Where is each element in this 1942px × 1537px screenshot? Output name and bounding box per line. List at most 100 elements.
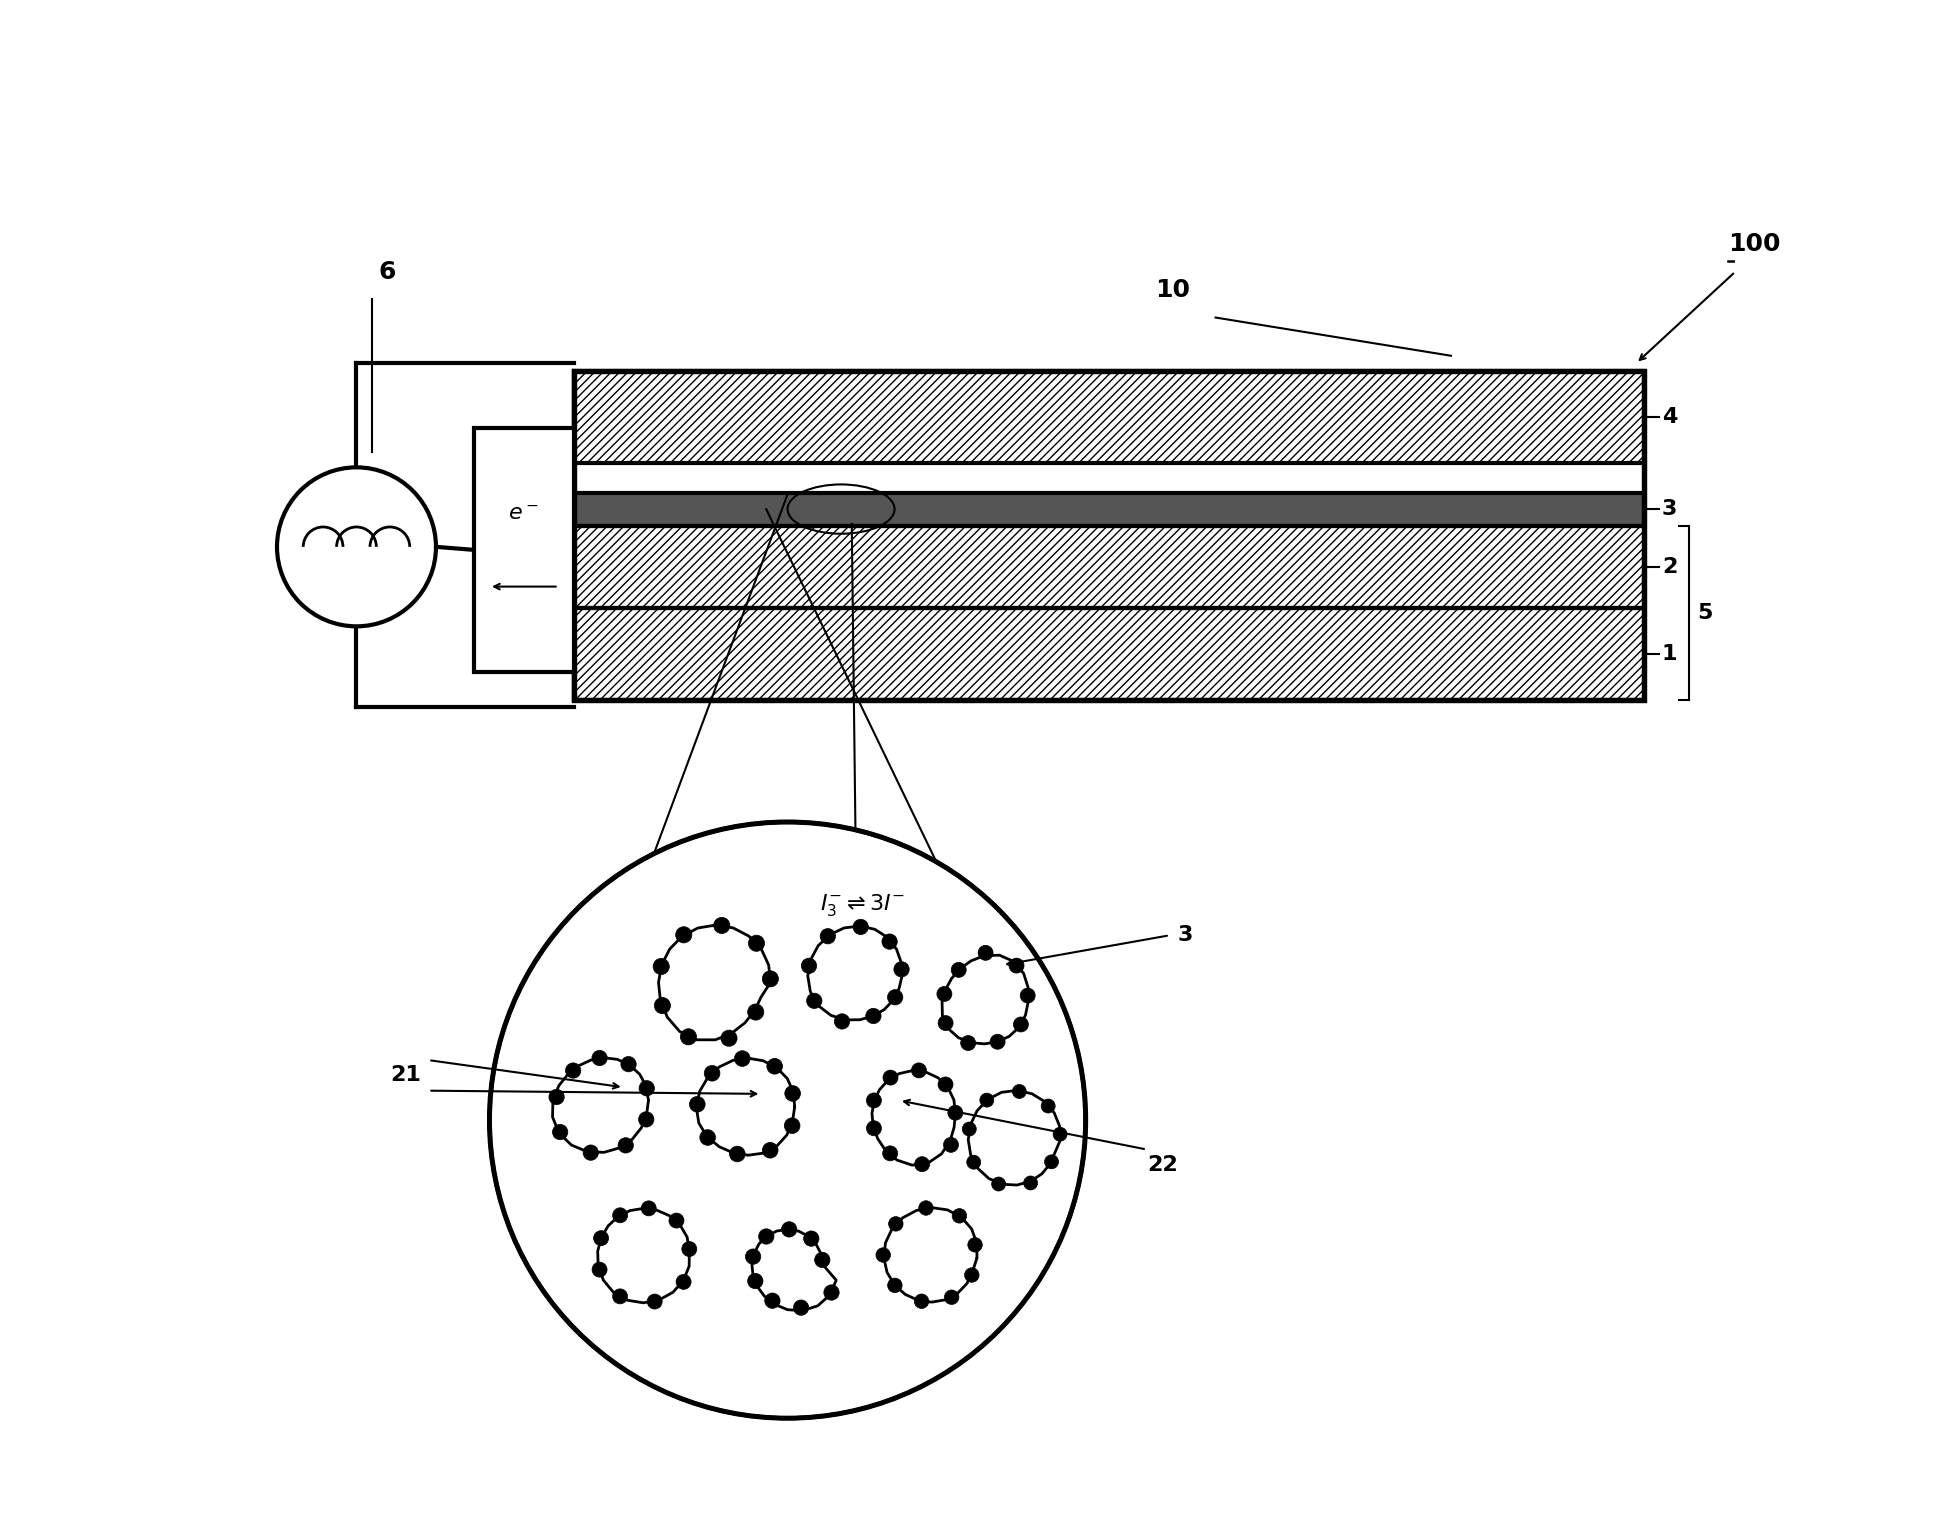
Circle shape — [639, 1111, 654, 1127]
Bar — [573, 370, 1643, 463]
Text: 21: 21 — [390, 1065, 421, 1085]
Text: 2: 2 — [1662, 556, 1678, 576]
Circle shape — [952, 1208, 967, 1223]
Text: 10: 10 — [1155, 278, 1190, 303]
Circle shape — [887, 990, 903, 1005]
Circle shape — [676, 1274, 691, 1290]
Circle shape — [612, 1290, 627, 1303]
Circle shape — [936, 987, 952, 1002]
Circle shape — [748, 1273, 763, 1288]
Circle shape — [944, 1137, 959, 1153]
Circle shape — [550, 1090, 565, 1105]
Circle shape — [689, 1096, 705, 1113]
Circle shape — [806, 993, 821, 1008]
Circle shape — [730, 1147, 746, 1162]
Circle shape — [823, 1285, 839, 1300]
Circle shape — [992, 1177, 1006, 1191]
Circle shape — [938, 1016, 954, 1031]
Bar — [573, 526, 1643, 607]
Circle shape — [682, 1242, 697, 1257]
Bar — [573, 526, 1643, 607]
Circle shape — [763, 971, 779, 987]
Circle shape — [866, 1120, 882, 1136]
Text: 4: 4 — [1662, 407, 1678, 427]
Circle shape — [967, 1237, 983, 1253]
Circle shape — [676, 927, 691, 942]
Circle shape — [887, 1279, 903, 1293]
Circle shape — [647, 1294, 662, 1310]
Circle shape — [979, 945, 992, 961]
Text: 5: 5 — [1697, 603, 1713, 622]
Circle shape — [919, 1200, 934, 1216]
Circle shape — [748, 1004, 763, 1021]
Bar — [474, 427, 573, 672]
Circle shape — [938, 1077, 954, 1091]
Circle shape — [1023, 1176, 1037, 1190]
Circle shape — [781, 1222, 796, 1237]
Circle shape — [915, 1294, 928, 1308]
Circle shape — [990, 1034, 1006, 1050]
Circle shape — [1010, 958, 1023, 973]
Circle shape — [705, 1065, 720, 1081]
Circle shape — [893, 962, 909, 978]
Circle shape — [889, 1217, 903, 1231]
Circle shape — [820, 928, 835, 944]
Circle shape — [592, 1050, 608, 1065]
Circle shape — [804, 1231, 820, 1247]
Circle shape — [489, 822, 1086, 1419]
Bar — [573, 370, 1643, 699]
Circle shape — [618, 1137, 633, 1153]
Circle shape — [1012, 1085, 1025, 1099]
Circle shape — [720, 1030, 738, 1047]
Circle shape — [814, 1253, 829, 1268]
Circle shape — [785, 1117, 800, 1133]
Circle shape — [746, 1250, 761, 1265]
Bar — [573, 493, 1643, 526]
Circle shape — [653, 959, 670, 974]
Bar — [573, 607, 1643, 699]
Circle shape — [835, 1014, 851, 1030]
Circle shape — [641, 1200, 656, 1216]
Circle shape — [866, 1008, 882, 1024]
Circle shape — [592, 1262, 608, 1277]
Circle shape — [565, 1064, 581, 1079]
Circle shape — [612, 1208, 627, 1223]
Circle shape — [884, 1147, 897, 1160]
Circle shape — [1053, 1127, 1066, 1140]
Circle shape — [1045, 1154, 1058, 1168]
Bar — [573, 370, 1643, 463]
Circle shape — [594, 1231, 608, 1245]
Circle shape — [884, 1070, 897, 1085]
Circle shape — [963, 1122, 977, 1136]
Circle shape — [767, 1059, 783, 1074]
Circle shape — [759, 1228, 775, 1243]
Circle shape — [948, 1105, 963, 1120]
Bar — [573, 493, 1643, 526]
Circle shape — [278, 467, 435, 627]
Circle shape — [952, 962, 967, 978]
Circle shape — [765, 1293, 781, 1308]
Text: 3: 3 — [1177, 925, 1192, 945]
Circle shape — [876, 1248, 891, 1262]
Bar — [573, 607, 1643, 699]
Circle shape — [944, 1290, 959, 1305]
Circle shape — [802, 958, 818, 973]
Circle shape — [915, 1157, 930, 1171]
Circle shape — [1014, 1017, 1029, 1031]
Text: 6: 6 — [379, 260, 396, 284]
Circle shape — [1020, 988, 1035, 1004]
Circle shape — [763, 1142, 779, 1157]
Circle shape — [583, 1145, 598, 1160]
Circle shape — [911, 1064, 926, 1077]
Circle shape — [639, 1081, 654, 1096]
Circle shape — [981, 1093, 994, 1107]
Text: 22: 22 — [1148, 1154, 1177, 1174]
Text: $I_3^{-} \rightleftharpoons 3I^{-}$: $I_3^{-} \rightleftharpoons 3I^{-}$ — [820, 893, 905, 919]
Circle shape — [794, 1300, 808, 1316]
Text: 3: 3 — [1662, 500, 1678, 520]
Circle shape — [882, 934, 897, 950]
Circle shape — [965, 1268, 979, 1282]
Circle shape — [748, 934, 765, 951]
Circle shape — [668, 1213, 684, 1228]
Circle shape — [680, 1028, 697, 1045]
